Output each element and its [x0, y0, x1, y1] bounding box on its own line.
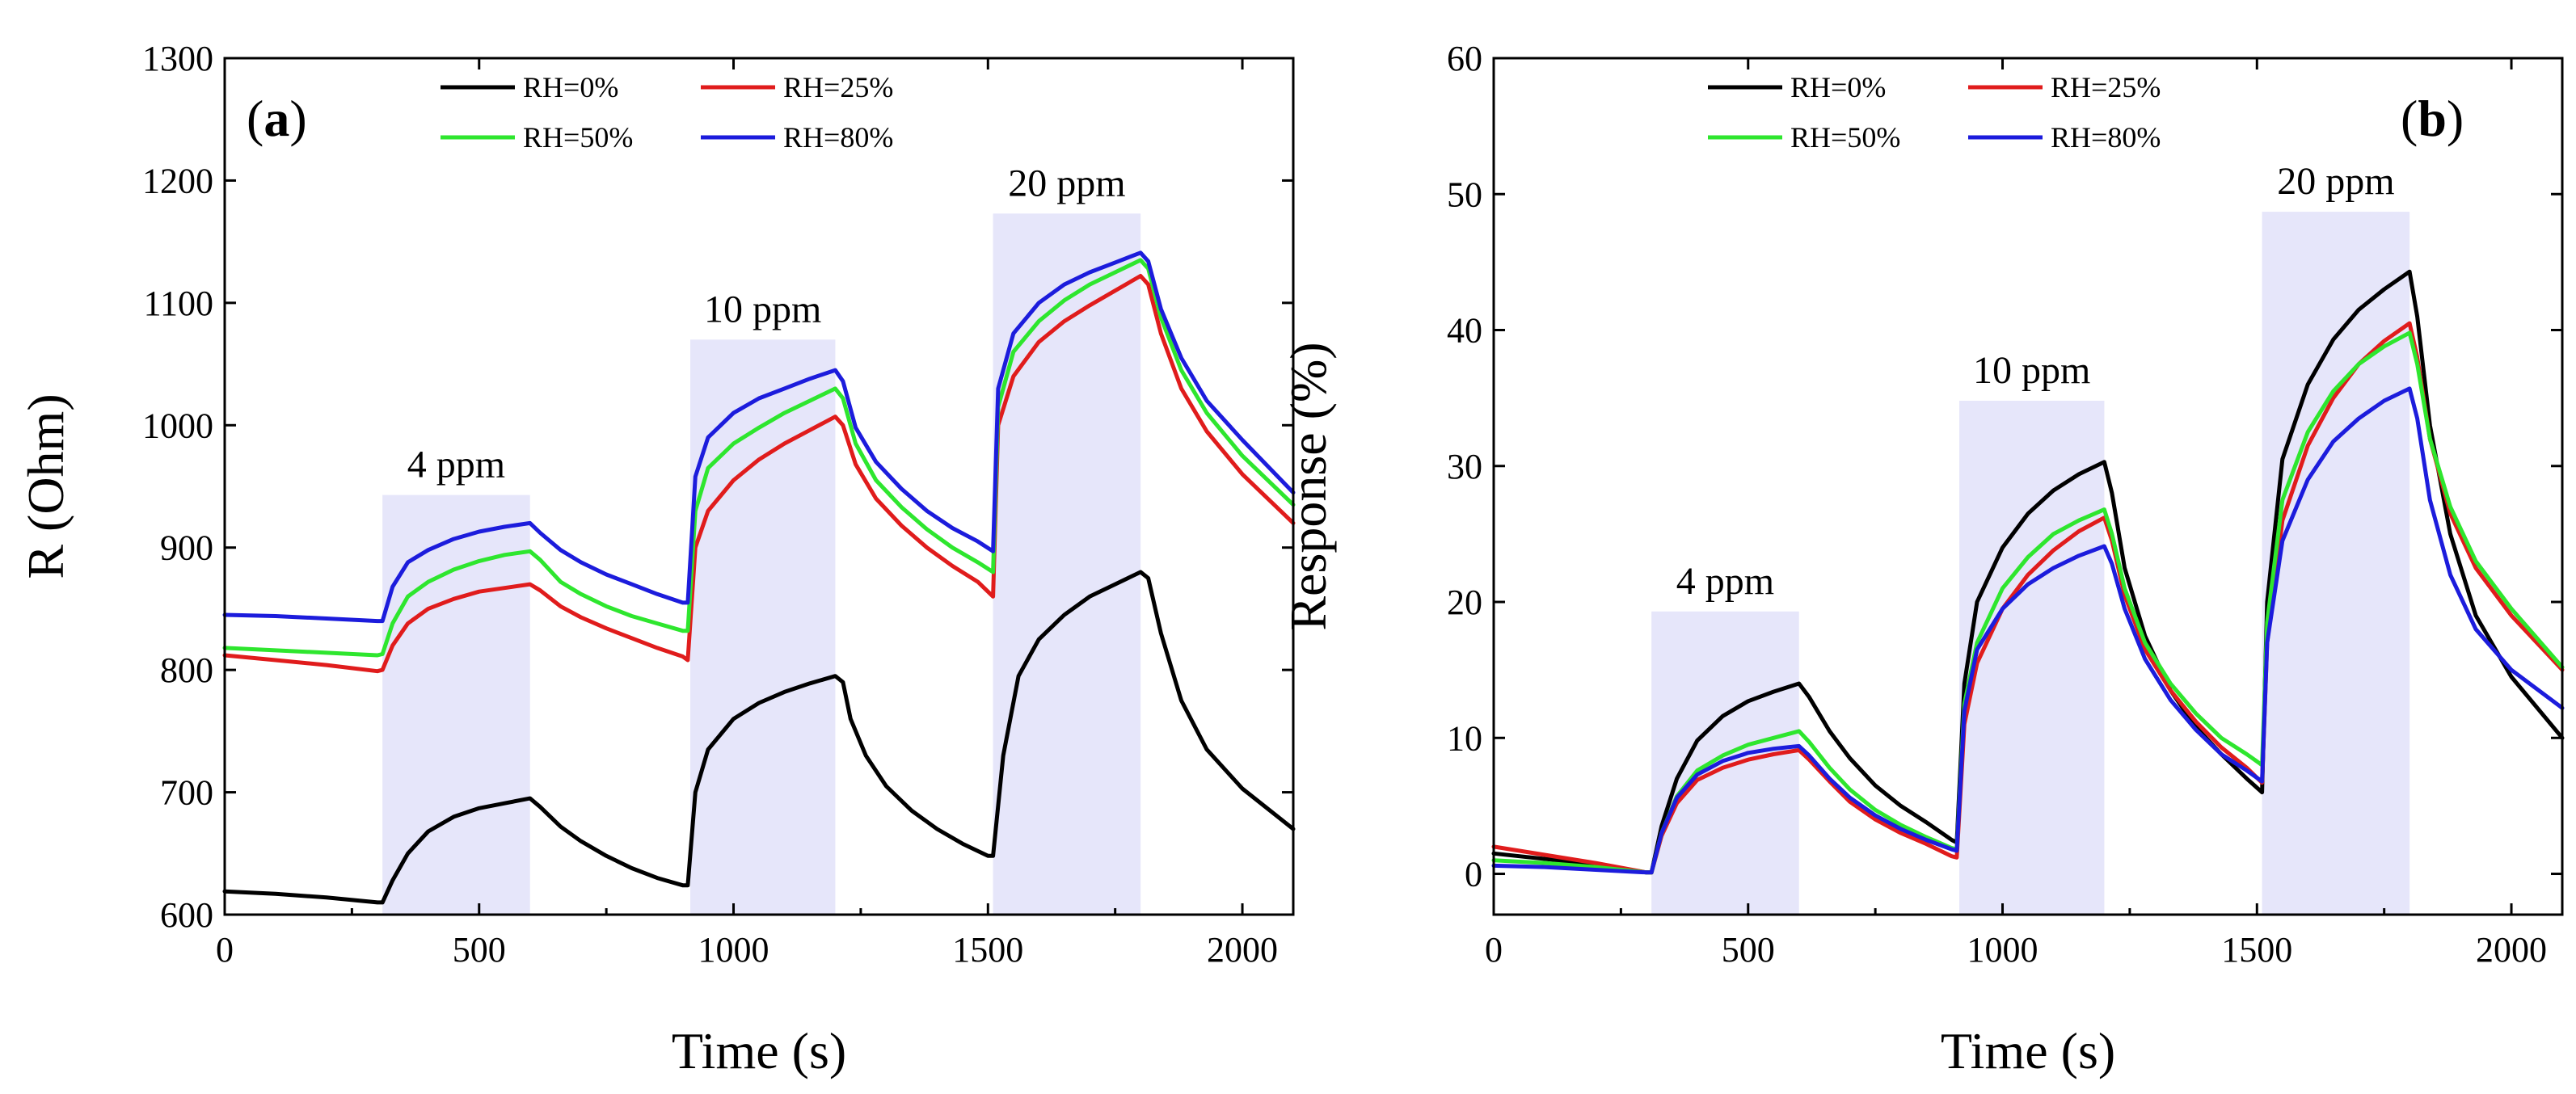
- series-line: [222, 250, 1296, 624]
- chart-panel-b: 4 ppm 10 ppm 20 ppm 0 500 1000 1500 2000 0 10 20 30…: [1280, 39, 2565, 1079]
- band-label: 10 ppm: [1973, 349, 2090, 392]
- exposure-band: [1651, 611, 1799, 915]
- x-tick-label: 2000: [1207, 930, 1278, 970]
- panel-label: (b): [2401, 90, 2464, 147]
- y-tick-label: 1300: [142, 39, 213, 78]
- series-line: [222, 274, 1296, 674]
- x-tick-label: 1500: [2221, 930, 2292, 970]
- legend-label: RH=50%: [523, 121, 633, 154]
- x-axis-title: Time (s): [672, 1022, 846, 1079]
- y-tick-label: 50: [1447, 175, 1482, 214]
- series-line: [222, 258, 1296, 658]
- legend-label: RH=0%: [523, 71, 618, 103]
- x-tick-label: 500: [453, 930, 506, 970]
- band-label: 20 ppm: [2277, 160, 2394, 203]
- legend-label: RH=0%: [1790, 71, 1886, 103]
- y-tick-label: 800: [160, 650, 213, 690]
- y-tick-label: 10: [1447, 718, 1482, 758]
- series-line: [222, 570, 1296, 905]
- legend-label: RH=25%: [783, 71, 893, 103]
- series-line: [1491, 386, 2565, 875]
- band-label: 4 ppm: [407, 444, 505, 486]
- band-label: 20 ppm: [1008, 162, 1125, 204]
- y-tick-label: 0: [1465, 855, 1482, 894]
- exposure-band: [690, 339, 836, 915]
- plot-frame: [223, 57, 1295, 916]
- x-axis-title: Time (s): [1941, 1022, 2115, 1079]
- panel-label-open: (: [247, 90, 264, 147]
- panel-label: (a): [247, 90, 307, 147]
- series-line: [1491, 330, 2565, 875]
- y-tick-label: 1100: [144, 284, 213, 323]
- y-tick-label: 600: [160, 895, 213, 935]
- plot-frame: [1492, 57, 2564, 916]
- x-tick-label: 1500: [952, 930, 1023, 970]
- y-tick-label: 900: [160, 528, 213, 568]
- y-axis-title: Response (%): [1280, 342, 1337, 630]
- y-tick-label: 60: [1447, 39, 1482, 78]
- x-tick-label: 500: [1722, 930, 1775, 970]
- chart-panel-a: 4 ppm 10 ppm 20 ppm 0 500 1000 1500 2000 600 700 8…: [17, 39, 1296, 1079]
- legend-label: RH=80%: [2051, 121, 2161, 154]
- x-tick-label: 0: [1485, 930, 1503, 970]
- x-tick-label: 0: [216, 930, 234, 970]
- y-axis-title: R (Ohm): [17, 393, 74, 579]
- series-line: [1491, 269, 2565, 875]
- x-tick-label: 2000: [2476, 930, 2547, 970]
- panel-label-letter: b: [2418, 90, 2447, 147]
- y-tick-label: 700: [160, 773, 213, 813]
- band-label: 4 ppm: [1676, 560, 1774, 603]
- y-tick-label: 1000: [142, 406, 213, 445]
- exposure-band: [2262, 212, 2410, 915]
- panel-label-close: ): [289, 90, 306, 147]
- y-tick-label: 30: [1447, 447, 1482, 486]
- legend-label: RH=50%: [1790, 121, 1900, 154]
- panel-label-letter: a: [264, 90, 289, 147]
- panel-label-open: (: [2401, 90, 2418, 147]
- exposure-band: [382, 494, 530, 915]
- legend-label: RH=80%: [783, 121, 893, 154]
- band-label: 10 ppm: [704, 288, 821, 330]
- x-tick-label: 1000: [1967, 930, 2038, 970]
- exposure-band: [1959, 401, 2105, 915]
- panel-label-close: ): [2447, 90, 2464, 147]
- y-tick-label: 20: [1447, 583, 1482, 622]
- legend-label: RH=25%: [2051, 71, 2161, 103]
- x-tick-label: 1000: [698, 930, 769, 970]
- y-tick-label: 1200: [142, 161, 213, 200]
- y-tick-label: 40: [1447, 311, 1482, 351]
